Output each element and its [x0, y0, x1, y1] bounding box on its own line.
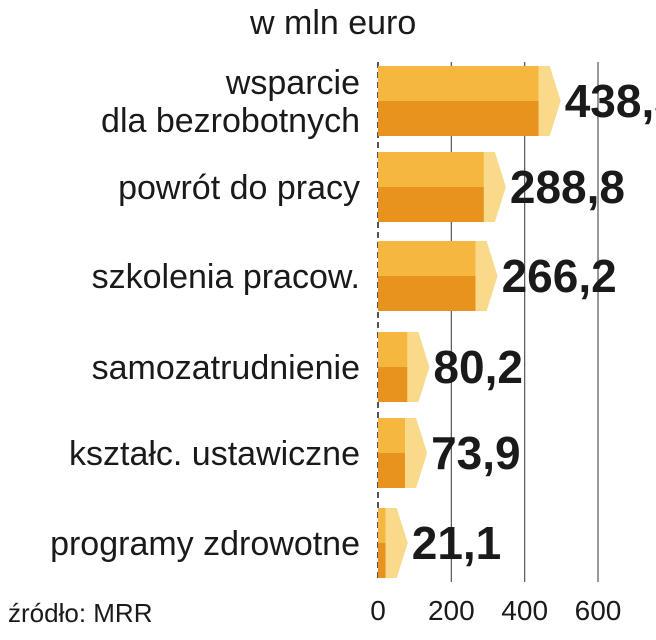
bar	[378, 241, 498, 311]
x-axis-ticks: 0 200 400 600	[370, 595, 621, 626]
bar-end-cap	[538, 66, 561, 136]
category-label: kształc. ustawiczne	[69, 435, 360, 473]
bar-top-face	[378, 66, 539, 101]
bars	[378, 66, 561, 578]
source-label: źródło: MRR	[8, 598, 152, 628]
grid-lines	[377, 62, 599, 582]
bar	[378, 332, 430, 402]
bar-end-cap	[385, 508, 408, 578]
bar-top-face	[378, 241, 476, 276]
x-tick-label: 600	[575, 595, 622, 626]
category-label: powrót do pracy	[118, 169, 360, 207]
bar	[378, 152, 506, 222]
unit-label: w mln euro	[249, 4, 416, 42]
x-tick-label: 400	[501, 595, 548, 626]
x-tick-label: 200	[428, 595, 475, 626]
value-label: 21,1	[412, 517, 502, 569]
category-label: samozatrudnienie	[92, 349, 360, 387]
bar	[378, 508, 408, 578]
value-label: 73,9	[431, 427, 521, 479]
x-tick-label: 0	[370, 595, 386, 626]
bar	[378, 66, 561, 136]
bar-bottom-face	[378, 543, 386, 578]
bar-bottom-face	[378, 367, 408, 402]
value-label: 438,3	[565, 75, 656, 127]
value-label: 80,2	[433, 341, 523, 393]
bar-end-cap	[405, 418, 428, 488]
bar-top-face	[378, 152, 484, 187]
category-label: szkolenia pracow.	[92, 258, 360, 296]
value-label: 288,8	[510, 161, 625, 213]
category-label: wsparcie	[225, 64, 360, 102]
bar-bottom-face	[378, 276, 476, 311]
bar-bottom-face	[378, 101, 539, 136]
bar-bottom-face	[378, 453, 406, 488]
category-label: dla bezrobotnych	[101, 102, 360, 140]
value-label: 266,2	[502, 250, 617, 302]
bar	[378, 418, 428, 488]
bar-top-face	[378, 418, 406, 453]
bar-end-cap	[407, 332, 430, 402]
category-label: programy zdrowotne	[50, 525, 360, 563]
bar-top-face	[378, 508, 386, 543]
value-labels: 438,3 288,8 266,2 80,2 73,9 21,1	[412, 75, 656, 569]
bar-end-cap	[475, 241, 498, 311]
bar-end-cap	[483, 152, 506, 222]
bar-top-face	[378, 332, 408, 367]
bar-bottom-face	[378, 187, 484, 222]
